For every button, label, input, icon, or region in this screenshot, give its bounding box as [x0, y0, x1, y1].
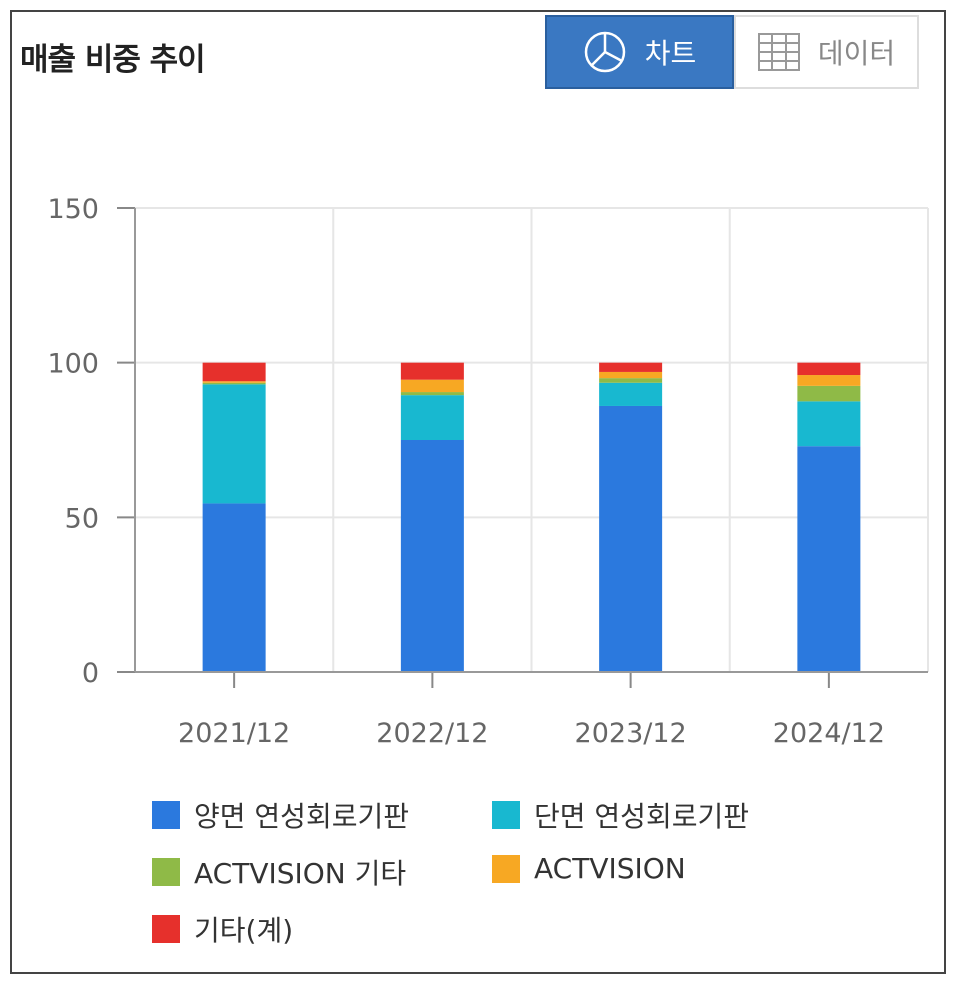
legend-item[interactable]: 기타(계): [152, 909, 293, 949]
page-title: 매출 비중 추이: [20, 42, 206, 78]
legend-item[interactable]: ACTVISION: [492, 852, 686, 885]
legend-swatch: [152, 801, 180, 829]
legend-swatch: [492, 854, 520, 883]
bar-segment-4: [797, 375, 861, 386]
bar-segment-3: [400, 392, 464, 396]
bar-segment-1: [599, 405, 663, 672]
legend-swatch: [152, 915, 180, 943]
bar-segment-5: [599, 362, 663, 372]
bar-segment-1: [797, 446, 861, 672]
x-tick-label: 2021/12: [178, 718, 290, 749]
bar-segment-5: [797, 362, 861, 376]
legend-label: 양면 연성회로기판: [194, 800, 409, 833]
table-grid-icon: [757, 33, 800, 71]
bar-segment-4: [599, 371, 663, 379]
data-view-button[interactable]: 데이터: [734, 15, 919, 89]
bar-segment-2: [400, 395, 464, 440]
chart-view-button[interactable]: 차트: [545, 15, 734, 89]
view-toggle: 차트 데이터: [545, 15, 919, 89]
legend-item[interactable]: ACTVISION 기타: [152, 852, 406, 892]
legend-label: ACTVISION: [534, 852, 686, 885]
y-tick-label: 50: [65, 503, 99, 534]
pie-chart-icon: [583, 30, 627, 74]
bar-segment-4: [202, 381, 266, 383]
x-tick-label: 2022/12: [376, 718, 488, 749]
legend-label: 단면 연성회로기판: [534, 800, 749, 833]
bar-segment-5: [202, 362, 266, 382]
bar-segment-3: [202, 382, 266, 385]
x-tick-label: 2024/12: [773, 718, 885, 749]
legend-item[interactable]: 단면 연성회로기판: [492, 795, 749, 835]
bar-segment-2: [599, 382, 663, 406]
x-tick-label: 2023/12: [575, 718, 687, 749]
data-view-label: 데이터: [817, 37, 896, 70]
legend-label: 기타(계): [194, 914, 294, 947]
bar-segment-3: [599, 378, 663, 383]
bar-segment-2: [797, 401, 861, 447]
bar-segment-4: [400, 379, 464, 393]
bar-segment-1: [202, 503, 266, 672]
chart-view-label: 차트: [644, 37, 697, 70]
bar-segment-3: [797, 385, 861, 402]
bar-segment-5: [400, 362, 464, 380]
bar-segment-1: [400, 440, 464, 672]
y-tick-label: 100: [47, 349, 99, 380]
legend-item[interactable]: 양면 연성회로기판: [152, 795, 409, 835]
legend-swatch: [152, 858, 180, 886]
legend-swatch: [492, 801, 520, 829]
y-tick-label: 150: [47, 194, 99, 225]
bar-segment-2: [202, 384, 266, 504]
legend-label: ACTVISION 기타: [194, 857, 407, 890]
y-tick-label: 0: [82, 658, 99, 689]
